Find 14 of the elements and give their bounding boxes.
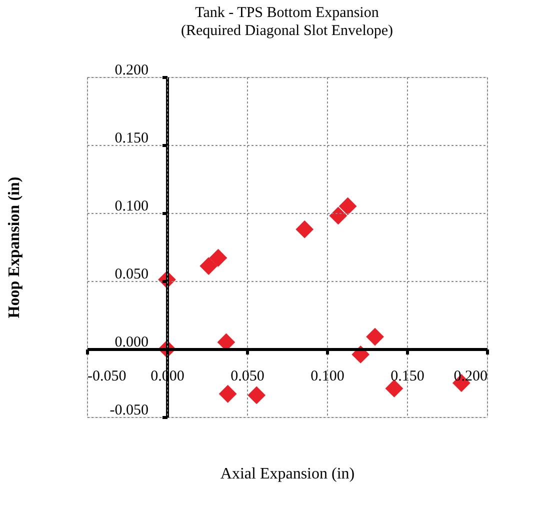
- y-tick-label: 0.100: [114, 198, 148, 214]
- y-tick-label: 0.050: [114, 266, 148, 282]
- x-tick-label: 0.150: [390, 368, 424, 384]
- chart-title: Tank - TPS Bottom Expansion: [195, 5, 380, 21]
- x-tick-label: -0.050: [88, 368, 126, 384]
- x-axis-title: Axial Expansion (in): [220, 466, 355, 482]
- x-tick-label: 0.100: [310, 368, 344, 384]
- y-tick-label: -0.050: [110, 402, 148, 418]
- y-axis-title: Hoop Expansion (in): [6, 176, 23, 318]
- y-tick-label: 0.150: [114, 130, 148, 146]
- y-tick-label: 0.200: [114, 62, 148, 78]
- x-tick-label: 0.050: [230, 368, 264, 384]
- chart-subtitle: (Required Diagonal Slot Envelope): [180, 23, 394, 39]
- y-tick-label: 0.000: [114, 334, 148, 350]
